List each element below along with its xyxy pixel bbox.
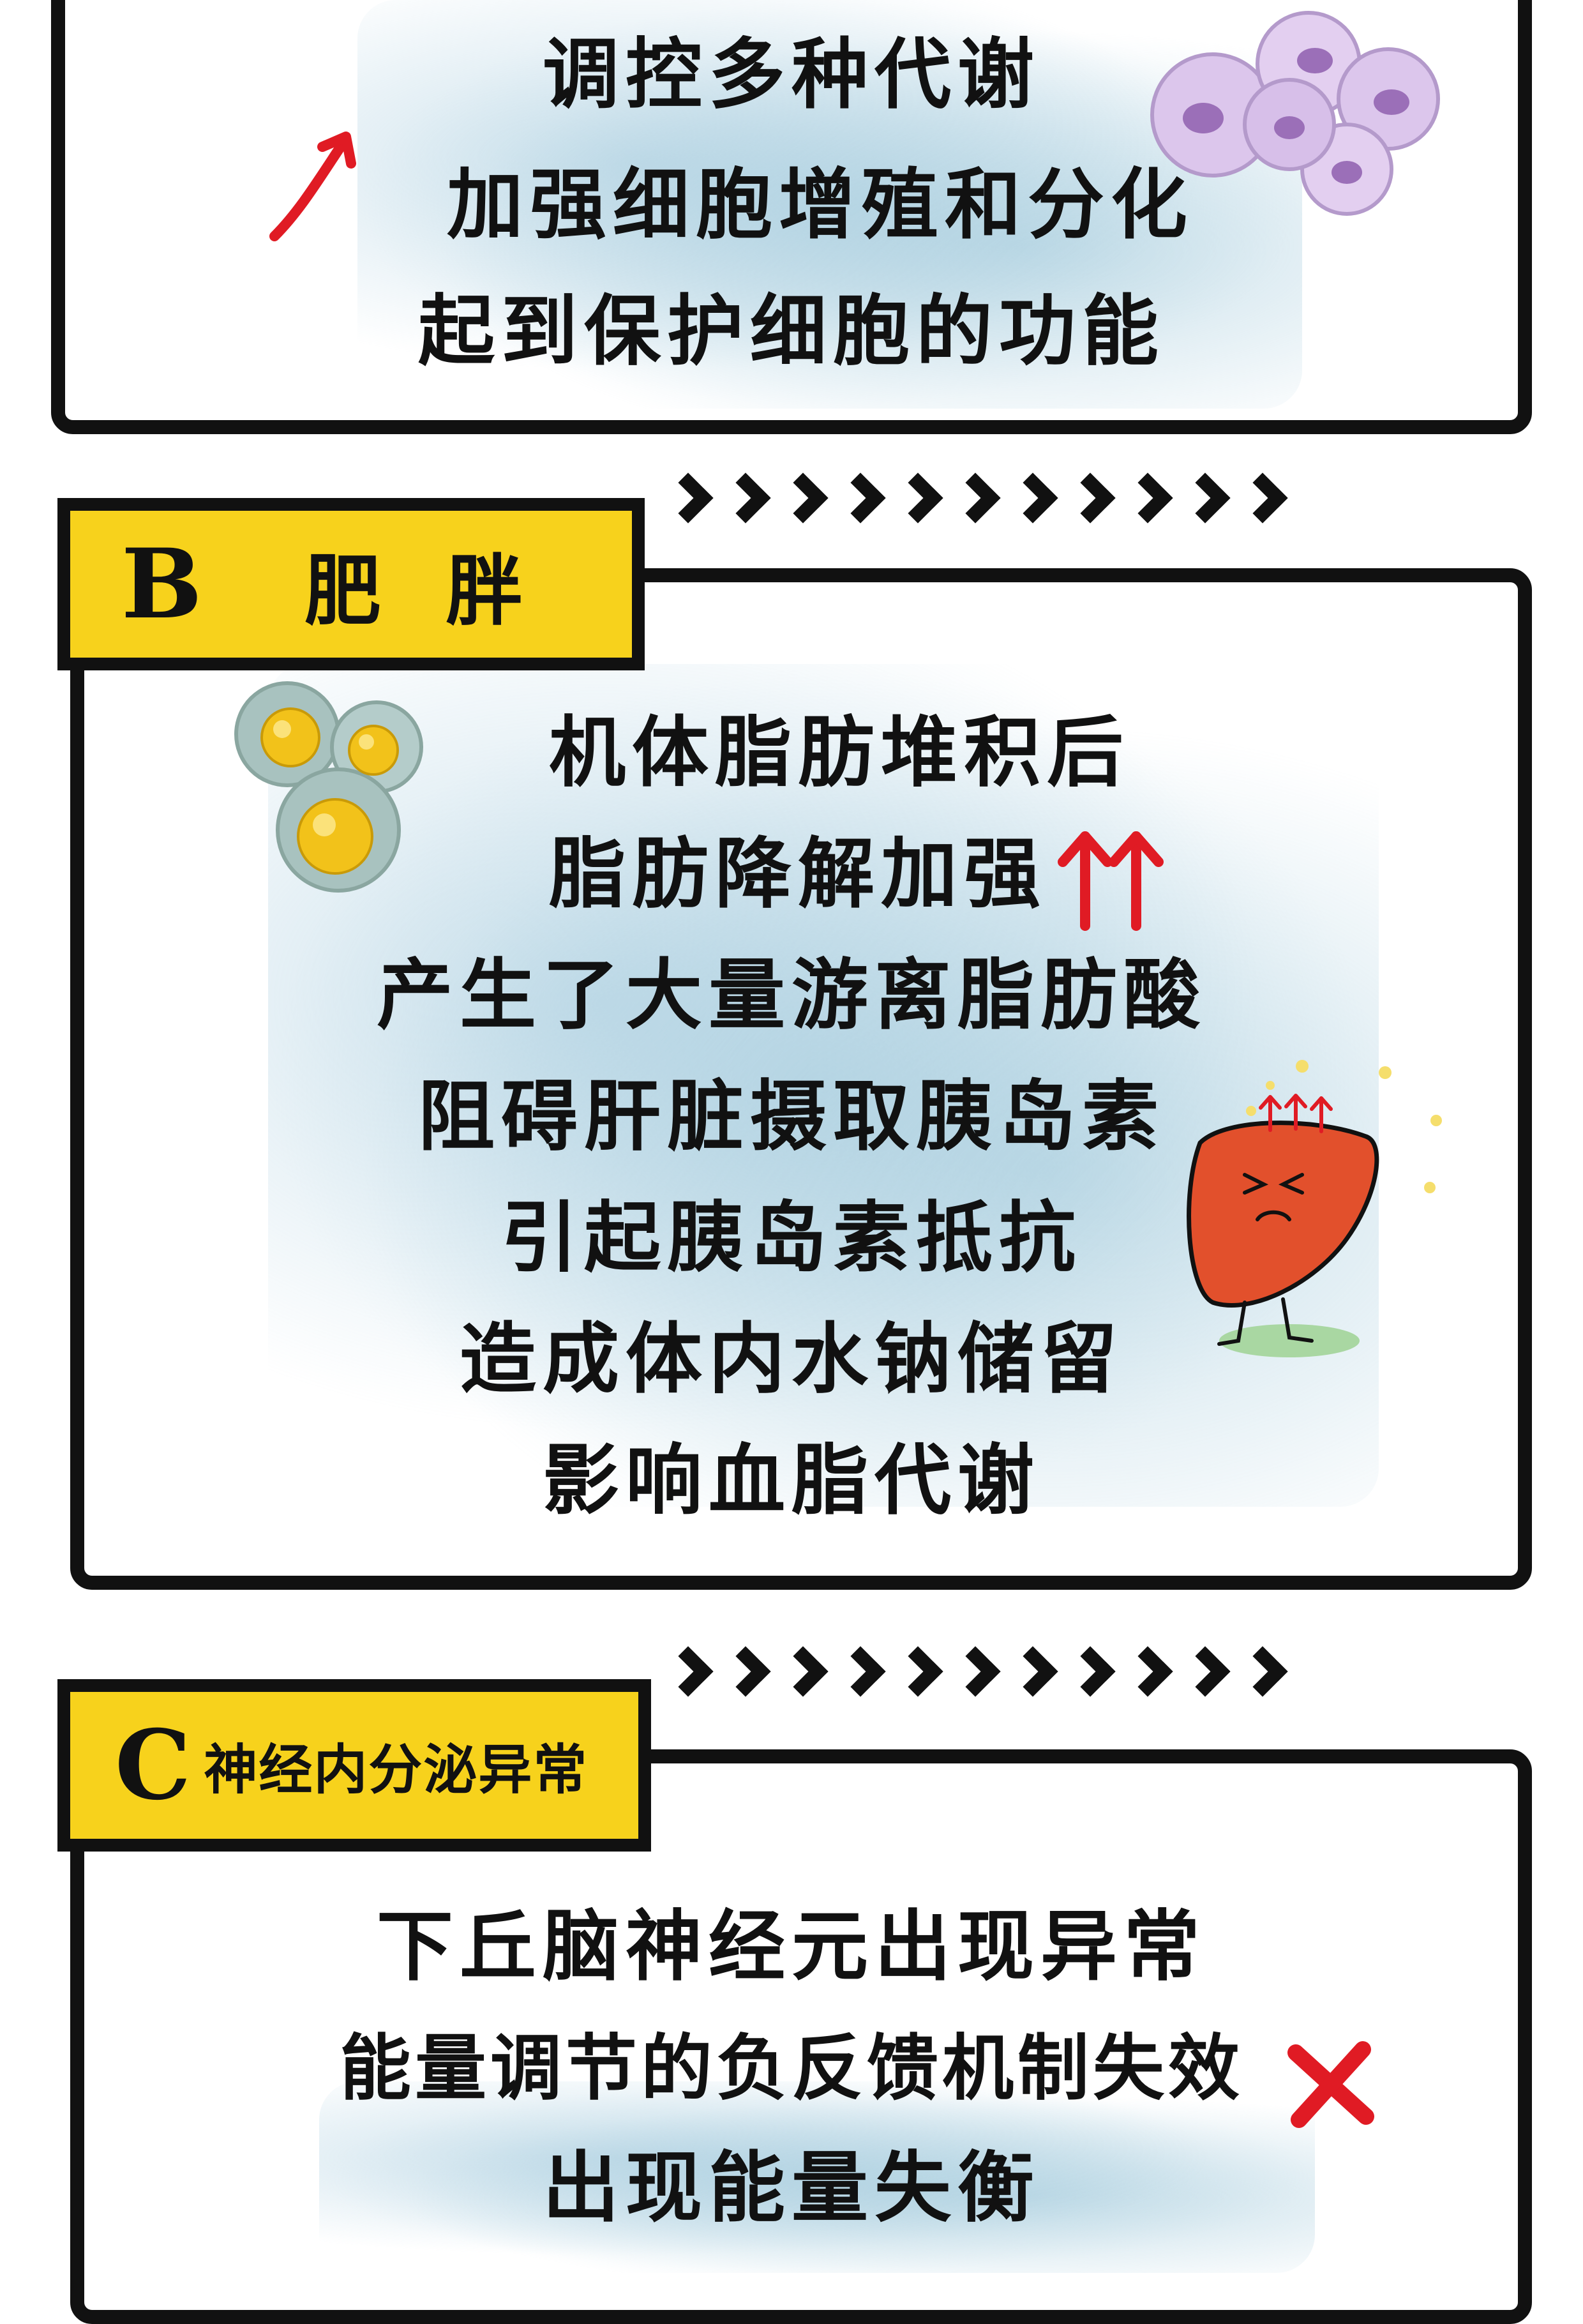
chevron-right-icon: [1065, 1646, 1116, 1697]
section-c-letter: C: [115, 1709, 191, 1822]
chevron-right-icon: [1007, 472, 1058, 524]
chevron-right-icon: [950, 1646, 1001, 1697]
chevron-right-icon: [1180, 1646, 1231, 1697]
section-b-line-4: 阻碍肝脏摄取胰岛素: [418, 1073, 1165, 1161]
section-b-line-3: 产生了大量游离脂肪酸: [377, 951, 1206, 1040]
chevron-right-icon: [892, 472, 943, 524]
section-c-tab: C 神经内分泌异常: [57, 1679, 651, 1852]
section-b-title: 肥 胖: [304, 547, 542, 636]
section-b-line-7: 影响血脂代谢: [543, 1437, 1040, 1525]
arrow-up-icon: [269, 132, 356, 241]
section-a-line-1: 调控多种代谢: [543, 31, 1040, 119]
cross-icon: [1287, 2041, 1374, 2128]
section-c-line-3: 出现能量失衡: [543, 2144, 1040, 2233]
section-b-line-2: 脂肪降解加强: [549, 830, 1047, 919]
section-b-line-6: 造成体内水钠储留: [460, 1315, 1123, 1404]
section-b-line-5: 引起胰岛素抵抗: [501, 1194, 1082, 1283]
chevron-right-icon: [663, 1646, 714, 1697]
chevron-right-icon: [1065, 472, 1116, 524]
cells-icon: [1150, 11, 1440, 216]
chevron-right-icon: [835, 1646, 886, 1697]
section-c-line-1: 下丘脑神经元出现异常: [377, 1903, 1206, 1991]
fat-cells-icon: [234, 681, 423, 893]
section-b-tab: B 肥 胖: [57, 498, 645, 670]
chevron-right-icon: [950, 472, 1001, 524]
chevron-right-icon: [720, 1646, 771, 1697]
chevron-right-icon: [663, 472, 714, 524]
section-c-title: 神经内分泌异常: [204, 1738, 589, 1801]
chevron-right-icon: [1122, 1646, 1173, 1697]
section-b-letter: B: [121, 528, 202, 640]
chevron-right-icon: [1180, 472, 1231, 524]
section-b-chevrons: [663, 472, 1288, 524]
chevron-right-icon: [1237, 1646, 1288, 1697]
chevron-right-icon: [835, 472, 886, 524]
section-b-wash: [268, 664, 1379, 1507]
chevron-right-icon: [720, 472, 771, 524]
chevron-right-icon: [777, 1646, 829, 1697]
chevron-right-icon: [777, 472, 829, 524]
section-b-line-1: 机体脂肪堆积后: [549, 709, 1130, 797]
section-a-line-3: 起到保护细胞的功能: [418, 287, 1165, 376]
chevron-right-icon: [1237, 472, 1288, 524]
chevron-right-icon: [1122, 472, 1173, 524]
liver-icon: [1187, 1060, 1442, 1357]
section-a-line-2: 加强细胞增殖和分化: [447, 161, 1194, 250]
section-a-wash: [357, 0, 1302, 409]
section-c-chevrons: [663, 1646, 1288, 1697]
chevron-right-icon: [892, 1646, 943, 1697]
double-arrow-up-icon: [1058, 831, 1164, 931]
section-c-line-2: 能量调节的负反馈机制失效: [340, 2027, 1243, 2110]
chevron-right-icon: [1007, 1646, 1058, 1697]
